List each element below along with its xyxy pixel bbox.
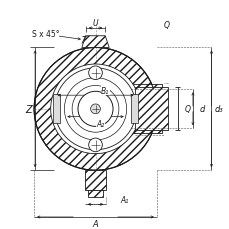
Polygon shape (135, 88, 167, 131)
Text: A: A (92, 219, 98, 228)
Text: Z: Z (25, 104, 31, 114)
Text: Q: Q (163, 20, 169, 29)
Circle shape (78, 92, 113, 127)
Text: B₁: B₁ (101, 86, 109, 95)
Polygon shape (82, 37, 109, 48)
Text: U: U (92, 19, 98, 27)
Circle shape (50, 65, 140, 154)
Circle shape (64, 78, 126, 140)
Circle shape (54, 69, 136, 150)
Circle shape (88, 67, 102, 80)
Text: Q: Q (184, 105, 190, 114)
Text: S x 45°: S x 45° (32, 30, 60, 39)
Text: d: d (199, 105, 204, 114)
Polygon shape (85, 170, 106, 190)
Polygon shape (52, 95, 60, 124)
Text: A₂: A₂ (96, 119, 104, 128)
Circle shape (34, 48, 156, 170)
Circle shape (90, 104, 100, 114)
Polygon shape (130, 95, 138, 124)
Polygon shape (87, 190, 103, 198)
Polygon shape (127, 85, 161, 134)
Circle shape (88, 139, 102, 152)
Text: A₁: A₁ (120, 195, 128, 204)
Text: d₃: d₃ (213, 105, 222, 114)
